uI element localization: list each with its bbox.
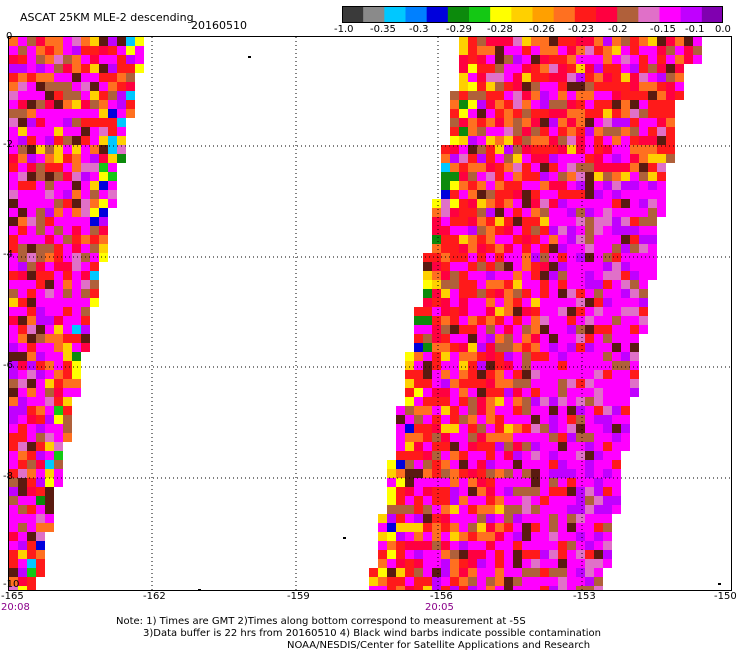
colorbar-swatch <box>469 6 491 23</box>
wind-barb-mark <box>248 56 251 58</box>
x-tick-label: -150 <box>714 591 737 602</box>
colorbar-swatch <box>426 6 449 23</box>
wind-barb-mark <box>718 583 721 585</box>
time-label: 20:05 <box>425 602 454 613</box>
y-tick-label: -6 <box>3 360 13 371</box>
wind-barb-mark <box>198 589 201 590</box>
colorbar-swatch <box>342 6 364 23</box>
x-tick-label: -162 <box>143 591 166 602</box>
colorbar-swatch <box>701 6 723 23</box>
colorbar-swatch <box>617 6 639 23</box>
colorbar-tick-label: -0.29 <box>446 24 472 35</box>
colorbar-swatch <box>447 6 470 23</box>
colorbar-tick-label: -0.15 <box>650 24 676 35</box>
colorbar-swatch <box>596 6 618 23</box>
note-line-1: Note: 1) Times are GMT 2)Times along bot… <box>116 616 526 627</box>
colorbar-tick-label: -0.26 <box>529 24 555 35</box>
y-tick-label: -10 <box>3 579 20 590</box>
y-tick-label: -2 <box>3 139 13 150</box>
colorbar-swatch <box>405 6 428 23</box>
colorbar-tick-label: -1.0 <box>334 24 354 35</box>
map-gridlines <box>9 37 731 590</box>
colorbar-labels: -1.0 -0.35 -0.3 -0.29 -0.28 -0.26 -0.23 -0.2 -0.… <box>330 24 740 38</box>
colorbar-swatch <box>680 6 703 23</box>
colorbar-swatch <box>532 6 555 23</box>
x-tick-label: -165 <box>1 591 24 602</box>
colorbar-swatch <box>638 6 660 23</box>
colorbar-swatch <box>553 6 576 23</box>
colorbar-swatch <box>490 6 512 23</box>
figure-date: 20160510 <box>191 19 247 32</box>
colorbar-tick-label: -0.23 <box>568 24 594 35</box>
map-panel <box>8 36 732 591</box>
colorbar-swatch <box>384 6 406 23</box>
colorbar-tick-label: -0.1 <box>685 24 705 35</box>
colorbar-tick-label: -0.28 <box>487 24 513 35</box>
y-tick-label: -8 <box>3 471 13 482</box>
figure-title: ASCAT 25KM MLE-2 descending <box>20 11 194 24</box>
time-label: 20:08 <box>1 602 30 613</box>
x-tick-label: -153 <box>573 591 596 602</box>
colorbar <box>342 6 723 23</box>
colorbar-tick-label: -0.3 <box>409 24 429 35</box>
colorbar-border <box>342 6 723 23</box>
y-tick-label: -4 <box>3 249 13 260</box>
colorbar-tick-label: -0.35 <box>370 24 396 35</box>
swath-cells <box>9 37 702 590</box>
note-line-2: 3)Data buffer is 22 hrs from 20160510 4)… <box>143 628 601 639</box>
colorbar-tick-label: -0.2 <box>608 24 628 35</box>
wind-barb-mark <box>343 537 346 539</box>
x-tick-label: -159 <box>287 591 310 602</box>
colorbar-swatch <box>363 6 385 23</box>
map-plot <box>9 37 731 590</box>
note-line-3: NOAA/NESDIS/Center for Satellite Applica… <box>287 640 591 650</box>
colorbar-swatch <box>659 6 682 23</box>
colorbar-swatch <box>574 6 597 23</box>
colorbar-swatch <box>511 6 533 23</box>
x-tick-label: -156 <box>430 591 453 602</box>
y-tick-label: 0 <box>6 31 13 42</box>
colorbar-tick-label: 0.0 <box>715 24 731 35</box>
